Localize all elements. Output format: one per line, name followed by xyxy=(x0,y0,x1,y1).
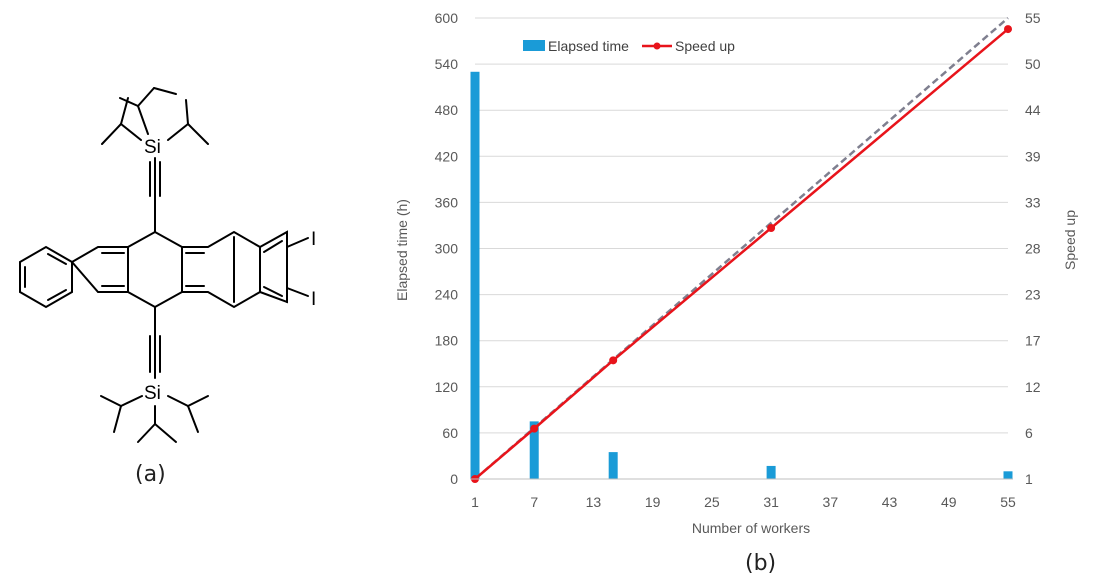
x-axis-ticks: 1 7 13 19 25 31 37 43 49 55 xyxy=(471,494,1016,510)
y2-tick-label: 50 xyxy=(1025,56,1041,72)
y2-tick-label: 23 xyxy=(1025,287,1041,303)
iodine-atom-2: I xyxy=(311,289,316,310)
speedup-point xyxy=(767,224,776,233)
y-tick-label: 420 xyxy=(435,148,459,164)
x-tick-label: 1 xyxy=(471,494,479,510)
speedup-point xyxy=(1004,25,1012,34)
y-tick-label: 180 xyxy=(435,333,459,349)
iodine-atom-1: I xyxy=(311,229,316,250)
y2-tick-label: 39 xyxy=(1025,148,1041,164)
x-tick-label: 13 xyxy=(586,494,602,510)
si-atom-bottom: Si xyxy=(144,383,161,404)
y-axis-title: Elapsed time (h) xyxy=(394,199,410,301)
x-axis-title: Number of workers xyxy=(692,520,810,536)
y-tick-label: 240 xyxy=(435,287,459,303)
x-tick-label: 37 xyxy=(823,494,839,510)
bar-elapsed-time xyxy=(766,465,776,479)
y2-tick-label: 6 xyxy=(1025,425,1033,441)
molecule-bonds xyxy=(19,87,309,443)
y-tick-label: 60 xyxy=(442,425,458,441)
ideal-speedup-line xyxy=(474,17,1009,480)
speedup-lines xyxy=(471,17,1012,483)
y2-tick-label: 44 xyxy=(1025,102,1041,118)
legend-label-speed-up: Speed up xyxy=(675,38,735,54)
y-tick-label: 0 xyxy=(450,471,458,487)
y-tick-label: 120 xyxy=(435,379,459,395)
y2-tick-label: 17 xyxy=(1025,333,1041,349)
bar-elapsed-time xyxy=(529,421,539,479)
legend-marker-speed-up xyxy=(653,42,661,50)
x-tick-label: 49 xyxy=(941,494,957,510)
x-tick-label: 7 xyxy=(530,494,538,510)
panel-b-caption: (b) xyxy=(745,551,777,576)
x-tick-label: 25 xyxy=(704,494,720,510)
chart-legend: Elapsed time Speed up xyxy=(523,38,735,54)
y-tick-label: 360 xyxy=(435,194,459,210)
y-tick-label: 600 xyxy=(435,10,459,26)
y2-tick-label: 33 xyxy=(1025,194,1041,210)
bar-elapsed-time xyxy=(470,71,480,480)
y2-axis-title: Speed up xyxy=(1062,210,1078,270)
y2-tick-label: 55 xyxy=(1025,10,1041,26)
left-axis-ticks: 0 60 120 180 240 300 360 420 480 540 600 xyxy=(435,10,459,487)
x-tick-label: 19 xyxy=(645,494,661,510)
panel-a-caption: (a) xyxy=(135,462,166,487)
x-tick-label: 43 xyxy=(882,494,898,510)
chart-gridlines xyxy=(475,17,1008,434)
y-tick-label: 300 xyxy=(435,241,459,257)
elapsed-time-bars xyxy=(470,71,1013,480)
right-axis-ticks: 1 6 12 17 23 28 33 39 44 50 55 xyxy=(1025,10,1041,487)
si-atom-top: Si xyxy=(144,137,161,158)
y-tick-label: 540 xyxy=(435,56,459,72)
y2-tick-label: 12 xyxy=(1025,379,1041,395)
bar-elapsed-time xyxy=(608,452,618,479)
y2-tick-label: 28 xyxy=(1025,241,1041,257)
y2-tick-label: 1 xyxy=(1025,471,1033,487)
x-tick-label: 55 xyxy=(1000,494,1016,510)
legend-swatch-elapsed-time xyxy=(523,40,545,51)
legend-label-elapsed-time: Elapsed time xyxy=(548,38,629,54)
molecule-structure: Si Si I I xyxy=(19,87,316,443)
x-tick-label: 31 xyxy=(763,494,779,510)
speedup-line xyxy=(474,28,1009,480)
y-tick-label: 480 xyxy=(435,102,459,118)
speedup-point xyxy=(609,356,618,365)
bar-elapsed-time xyxy=(1003,471,1013,479)
speedup-point xyxy=(530,424,539,433)
